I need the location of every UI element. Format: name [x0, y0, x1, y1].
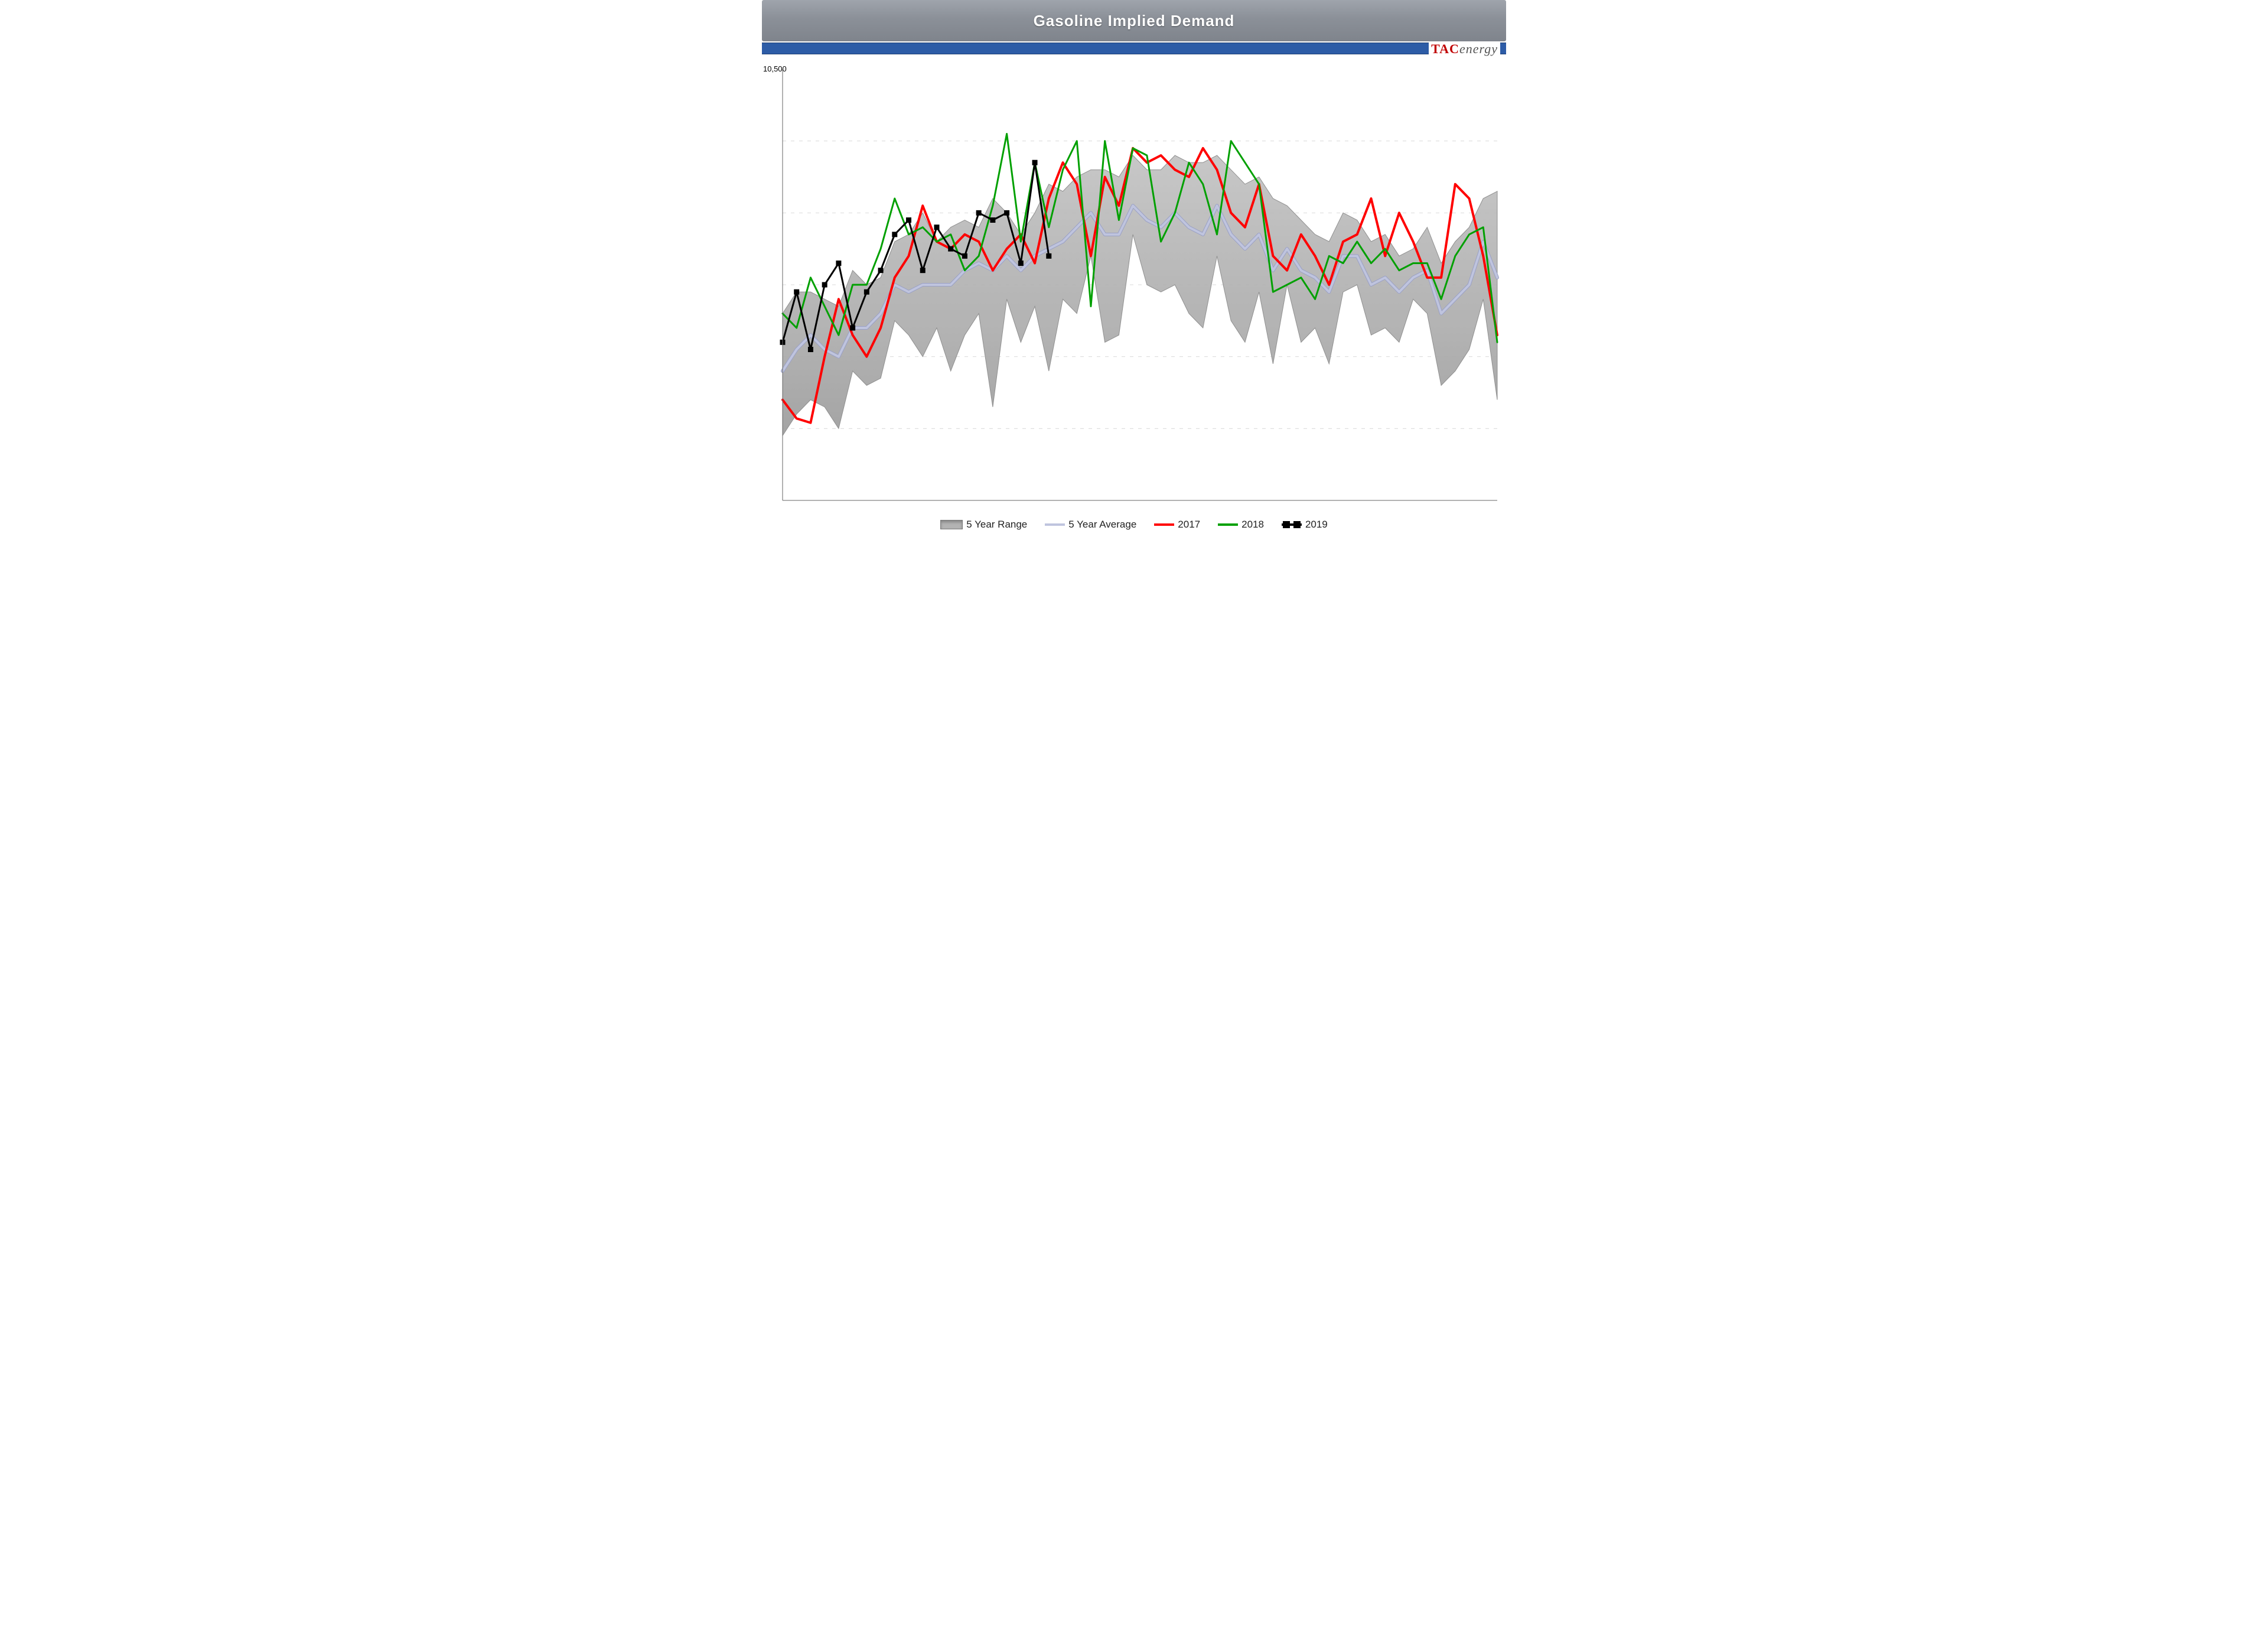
- title-bar: Gasoline Implied Demand TACenergy: [762, 0, 1506, 41]
- y2018-swatch-icon: [1218, 523, 1238, 526]
- chart-svg: 10,500: [762, 54, 1506, 515]
- avg-swatch-icon: [1045, 523, 1065, 526]
- legend-label-range: 5 Year Range: [966, 519, 1027, 531]
- svg-text:10,500: 10,500: [763, 64, 787, 73]
- divider-bar: [762, 43, 1506, 54]
- chart-container: Gasoline Implied Demand TACenergy 10,500…: [756, 0, 1512, 539]
- range-swatch-icon: [940, 520, 963, 529]
- legend-label-2018: 2018: [1241, 519, 1264, 531]
- y2019-swatch-icon: [1282, 523, 1302, 526]
- y2017-swatch-icon: [1154, 523, 1174, 526]
- legend-item-2017: 2017: [1154, 519, 1200, 531]
- legend-label-2017: 2017: [1178, 519, 1200, 531]
- legend-label-2019: 2019: [1305, 519, 1328, 531]
- chart-title: Gasoline Implied Demand: [1034, 12, 1235, 30]
- legend-item-avg: 5 Year Average: [1045, 519, 1136, 531]
- legend: 5 Year Range 5 Year Average 2017 2018 20…: [762, 515, 1506, 533]
- legend-item-2019: 2019: [1282, 519, 1328, 531]
- legend-item-2018: 2018: [1218, 519, 1264, 531]
- legend-label-avg: 5 Year Average: [1068, 519, 1136, 531]
- plot-area: 10,500: [762, 54, 1506, 515]
- legend-item-range: 5 Year Range: [940, 519, 1027, 531]
